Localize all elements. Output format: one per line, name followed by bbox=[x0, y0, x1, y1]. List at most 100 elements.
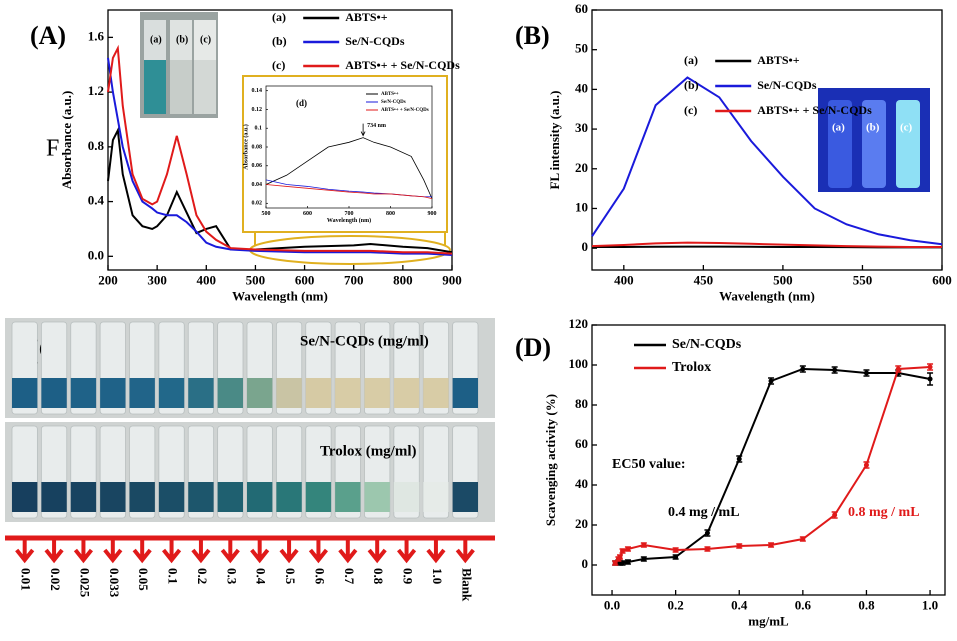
x-tick-label: 450 bbox=[694, 273, 714, 288]
vial-liquid bbox=[129, 378, 155, 408]
x-axis-label: mg/mL bbox=[748, 613, 789, 628]
vial-liquid bbox=[41, 482, 67, 512]
legend-label: ABTS•+ bbox=[757, 53, 800, 67]
point bbox=[673, 547, 679, 553]
annotation: 0.4 mg / mL bbox=[668, 505, 740, 520]
vial-liquid bbox=[452, 482, 478, 512]
photo-label: (b) bbox=[176, 34, 188, 45]
photo-label: (b) bbox=[866, 122, 880, 134]
y-axis-label: Scavenging activity (%) bbox=[543, 394, 558, 526]
point bbox=[768, 378, 774, 384]
vial-liquid bbox=[305, 378, 332, 408]
arrow bbox=[103, 540, 123, 564]
vial bbox=[862, 100, 886, 188]
concentration-label: 0.025 bbox=[77, 568, 92, 598]
x-tick-label: 500 bbox=[246, 273, 266, 288]
vial bbox=[896, 100, 920, 188]
legend-label: Se/N-CQDs bbox=[672, 337, 742, 352]
photo-label: (c) bbox=[200, 34, 211, 45]
point bbox=[895, 366, 901, 372]
y-tick-label: 1.6 bbox=[88, 28, 105, 43]
x-tick-label: 500 bbox=[773, 273, 793, 288]
point bbox=[832, 512, 838, 518]
point bbox=[625, 546, 631, 552]
concentration-label: 0.1 bbox=[166, 568, 181, 584]
plot-frame bbox=[107, 9, 453, 271]
panel-label: (d) bbox=[296, 98, 307, 108]
concentration-label: 0.7 bbox=[342, 568, 357, 585]
y-axis-label: FL intensity (a.u.) bbox=[547, 91, 562, 190]
vial-liquid bbox=[12, 378, 38, 408]
vial-liquid bbox=[188, 378, 214, 408]
vial-liquid bbox=[247, 482, 273, 512]
legend-letter: (b) bbox=[684, 78, 699, 92]
panel-label: (D) bbox=[515, 333, 551, 362]
annotation: 734 nm bbox=[367, 123, 386, 129]
x-tick-label: 550 bbox=[853, 273, 873, 288]
y-tick-label: 0.14 bbox=[252, 88, 263, 94]
arrow bbox=[73, 540, 93, 564]
concentration-label: 0.6 bbox=[312, 568, 327, 585]
arrow bbox=[426, 540, 446, 564]
arrow bbox=[250, 540, 270, 564]
y-tick-label: 20 bbox=[575, 516, 588, 531]
x-tick-label: 800 bbox=[393, 273, 413, 288]
annotation: F bbox=[46, 136, 59, 162]
y-tick-label: 0.12 bbox=[252, 107, 263, 113]
vial bbox=[828, 100, 852, 188]
arrow bbox=[308, 540, 328, 564]
vial-liquid bbox=[217, 378, 243, 408]
y-tick-label: 30 bbox=[575, 120, 588, 135]
y-tick-label: 0.1 bbox=[255, 126, 263, 132]
series-line bbox=[265, 184, 433, 200]
point bbox=[736, 456, 742, 462]
point bbox=[736, 543, 742, 549]
x-tick-label: 500 bbox=[262, 211, 271, 217]
point bbox=[704, 546, 710, 552]
x-tick-label: 0.0 bbox=[604, 598, 620, 613]
x-axis-label: Wavelength (nm) bbox=[719, 288, 815, 303]
plot-frame bbox=[591, 9, 943, 271]
vial-liquid bbox=[276, 482, 302, 512]
series-line bbox=[107, 57, 453, 256]
y-tick-label: 0.4 bbox=[88, 193, 105, 208]
vial-liquid bbox=[100, 378, 126, 408]
vial-liquid bbox=[144, 60, 166, 114]
point bbox=[620, 548, 626, 554]
legend-label: ABTS•+ bbox=[345, 10, 388, 24]
legend-label: ABTS•+ bbox=[381, 92, 399, 97]
point bbox=[641, 542, 647, 548]
point bbox=[927, 376, 933, 382]
concentration-label: 0.2 bbox=[195, 568, 210, 584]
arrow bbox=[162, 540, 182, 564]
y-tick-label: 120 bbox=[569, 316, 589, 331]
legend-letter: (c) bbox=[684, 103, 697, 117]
vial-liquid bbox=[335, 378, 361, 408]
x-tick-label: 700 bbox=[345, 211, 354, 217]
x-tick-label: 900 bbox=[442, 273, 462, 288]
legend-label: Se/N-CQDs bbox=[345, 34, 405, 48]
vial-liquid bbox=[305, 482, 332, 512]
concentration-label: 0.8 bbox=[371, 568, 386, 585]
concentration-label: Blank bbox=[459, 568, 474, 602]
y-tick-label: 0.0 bbox=[88, 247, 104, 262]
y-tick-label: 1.2 bbox=[88, 83, 104, 98]
concentration-label: 0.5 bbox=[283, 568, 298, 585]
arrow bbox=[397, 540, 417, 564]
legend-letter: (a) bbox=[272, 10, 286, 24]
vial-liquid bbox=[188, 482, 214, 512]
panel-label: (A) bbox=[30, 21, 66, 50]
arrow bbox=[367, 540, 387, 564]
panel-label: (B) bbox=[515, 21, 550, 50]
plot-frame bbox=[591, 324, 946, 596]
concentration-label: 0.02 bbox=[48, 568, 63, 591]
vial-liquid bbox=[158, 378, 185, 408]
series-line bbox=[265, 137, 433, 199]
y-axis-label: Absorbance (a.u.) bbox=[242, 124, 249, 170]
concentration-label: 1.0 bbox=[430, 568, 445, 584]
photo-label: (a) bbox=[832, 122, 845, 134]
series-line bbox=[591, 241, 942, 248]
x-tick-label: 400 bbox=[614, 273, 634, 288]
y-tick-label: 50 bbox=[575, 41, 588, 56]
